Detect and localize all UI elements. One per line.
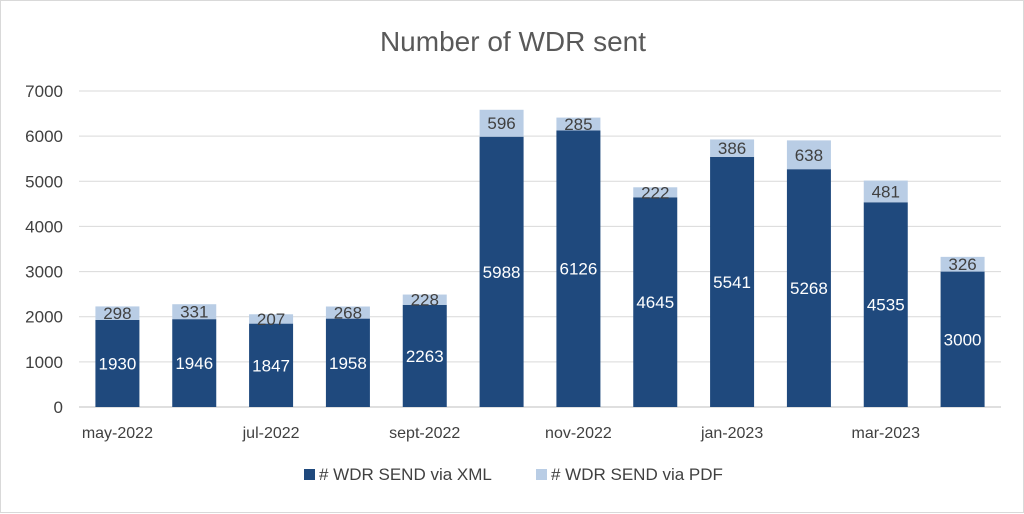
bar-pdf — [95, 306, 140, 320]
data-label-xml: 4535 — [867, 296, 905, 315]
bar-pdf — [249, 314, 294, 324]
bar-pdf — [172, 304, 217, 320]
bars — [95, 109, 985, 407]
x-tick-label: nov-2022 — [545, 425, 612, 442]
bar-pdf — [633, 187, 678, 198]
bar-pdf — [402, 294, 447, 305]
data-label-pdf: 326 — [948, 255, 976, 274]
data-labels: 1930 298 1946 331 1847 207 1958 268 2263 228 5988 5… — [99, 114, 982, 375]
legend-label-xml: # WDR SEND via XML — [319, 465, 492, 484]
data-label-pdf: 331 — [180, 303, 208, 322]
data-label-xml: 1958 — [329, 354, 367, 373]
legend: # WDR SEND via XML # WDR SEND via PDF — [304, 465, 723, 484]
data-label-xml: 1847 — [252, 356, 290, 375]
data-label-pdf: 207 — [257, 310, 285, 329]
bar-pdf — [556, 117, 601, 131]
data-label-pdf: 386 — [718, 139, 746, 158]
y-tick-label: 6000 — [25, 127, 63, 146]
data-label-pdf: 638 — [795, 146, 823, 165]
bar-xml — [786, 169, 831, 407]
bar-xml — [556, 130, 601, 407]
y-tick-label: 2000 — [25, 308, 63, 327]
bar-xml — [940, 271, 985, 407]
legend-swatch-pdf — [536, 469, 547, 480]
bar-xml — [325, 318, 370, 407]
y-tick-label: 5000 — [25, 172, 63, 191]
data-label-xml: 1930 — [99, 354, 137, 373]
y-tick-label: 0 — [54, 398, 63, 417]
data-label-xml: 5268 — [790, 279, 828, 298]
data-label-xml: 3000 — [944, 330, 982, 349]
bar-xml — [249, 323, 294, 407]
data-label-pdf: 268 — [334, 304, 362, 323]
data-label-pdf: 596 — [487, 114, 515, 133]
bar-xml — [633, 197, 678, 407]
bar-pdf — [710, 139, 755, 157]
data-label-pdf: 298 — [103, 304, 131, 323]
gridlines — [79, 90, 1001, 408]
data-label-xml: 6126 — [560, 260, 598, 279]
y-tick-label: 7000 — [25, 82, 63, 101]
data-label-pdf: 222 — [641, 183, 669, 202]
x-tick-label: may-2022 — [82, 425, 153, 442]
bar-xml — [710, 156, 755, 407]
data-label-xml: 4645 — [636, 293, 674, 312]
bar-pdf — [786, 140, 831, 170]
y-tick-label: 3000 — [25, 263, 63, 282]
y-axis-ticks: 0 1000 2000 3000 4000 5000 6000 7000 — [25, 82, 63, 417]
legend-label-pdf: # WDR SEND via PDF — [551, 465, 723, 484]
data-label-pdf: 228 — [411, 291, 439, 310]
bar-xml — [863, 202, 908, 407]
x-tick-label: sept-2022 — [389, 425, 460, 442]
data-label-xml: 1946 — [175, 354, 213, 373]
bar-xml — [402, 304, 447, 407]
legend-swatch-xml — [304, 469, 315, 480]
bar-xml — [95, 319, 140, 407]
bar-pdf — [479, 109, 524, 137]
bar-xml — [479, 136, 524, 407]
y-tick-label: 4000 — [25, 217, 63, 236]
data-label-xml: 5541 — [713, 273, 751, 292]
x-tick-label: jan-2023 — [700, 425, 763, 442]
bar-xml — [172, 319, 217, 407]
data-label-pdf: 481 — [872, 182, 900, 201]
data-label-xml: 5988 — [483, 263, 521, 282]
bar-pdf — [325, 306, 370, 319]
bar-pdf — [863, 180, 908, 203]
data-label-xml: 2263 — [406, 347, 444, 366]
data-label-pdf: 285 — [564, 115, 592, 134]
bar-pdf — [940, 256, 985, 272]
chart-title: Number of WDR sent — [380, 26, 646, 57]
y-tick-label: 1000 — [25, 353, 63, 372]
x-axis-ticks: may-2022 jul-2022 sept-2022 nov-2022 jan-202… — [82, 425, 920, 442]
x-tick-label: mar-2023 — [852, 425, 921, 442]
x-tick-label: jul-2022 — [242, 425, 300, 442]
